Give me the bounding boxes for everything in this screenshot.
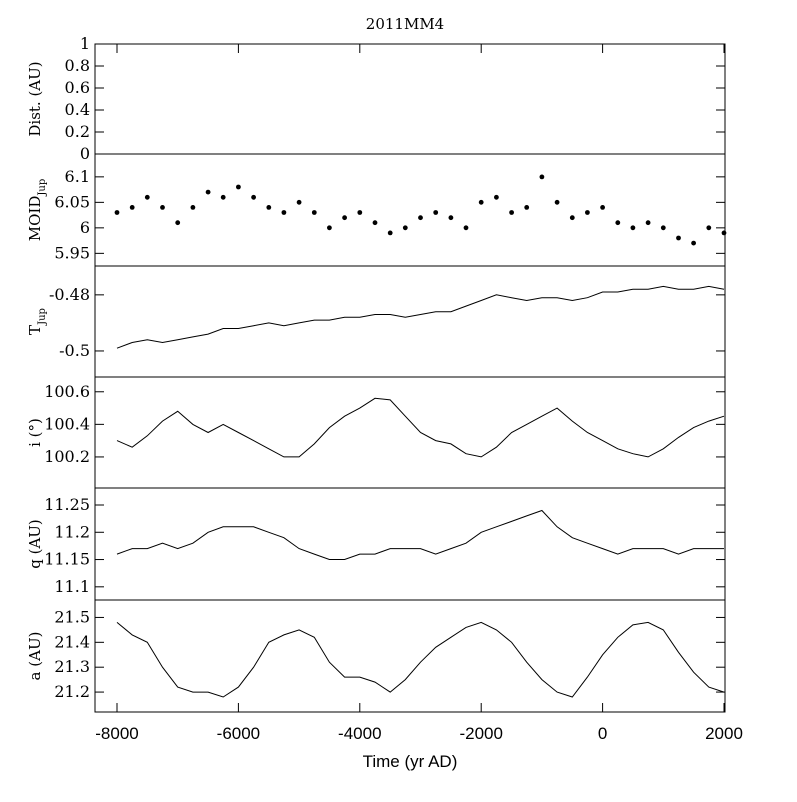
data-point — [372, 220, 378, 226]
y-tick-label: 100.6 — [44, 382, 90, 401]
y-axis-label: Dist. (AU) — [26, 61, 44, 136]
series-line-a — [116, 621, 725, 698]
y-tick-label: 0 — [80, 144, 90, 163]
data-point — [585, 210, 590, 215]
y-tick-label: 1 — [80, 34, 90, 53]
data-point — [418, 215, 423, 221]
data-point — [478, 199, 484, 205]
y-tick-label: -0.48 — [49, 285, 90, 304]
data-point — [676, 235, 681, 241]
data-point — [645, 220, 651, 226]
series-line-inc — [116, 397, 725, 458]
data-point — [524, 205, 530, 210]
y-axis-label: TJup — [26, 308, 48, 335]
data-point — [205, 189, 211, 195]
plot-frame — [94, 43, 726, 713]
data-point — [296, 199, 302, 205]
x-tick-label: 2000 — [705, 724, 743, 743]
data-point — [281, 210, 287, 215]
data-point — [357, 210, 363, 215]
data-point — [539, 174, 545, 180]
data-point — [236, 184, 241, 190]
series-line-tjup — [116, 285, 725, 349]
y-axis-label: i (°) — [26, 418, 44, 447]
chart-title: 2011MM4 — [366, 15, 444, 33]
y-tick-label: 100.4 — [44, 414, 90, 433]
panel-q: 11.1 11.15 11.2 11.25q (AU) — [26, 487, 725, 596]
y-tick-label: 6.05 — [54, 192, 90, 211]
data-point — [251, 194, 256, 200]
y-tick-label: 0.2 — [65, 122, 90, 141]
data-point — [494, 194, 499, 200]
data-point — [342, 215, 347, 221]
data-point — [190, 205, 196, 210]
x-tick-label: -4000 — [338, 724, 381, 743]
y-tick-label: 21.2 — [54, 682, 90, 701]
panels-layer: 0 0.2 0.4 0.6 0.8 1 Dist. (AU) 5.95 6 6.05 6.1 MOID… — [26, 34, 727, 713]
data-point — [433, 210, 439, 215]
y-tick-label: 11.15 — [44, 550, 90, 569]
x-tick-label: -6000 — [217, 724, 260, 743]
x-axis-label: Time (yr AD) — [363, 752, 458, 771]
y-tick-label: 6.1 — [65, 167, 90, 186]
data-point — [721, 230, 727, 236]
panel-dist: 0 0.2 0.4 0.6 0.8 1 Dist. (AU) — [26, 34, 725, 163]
data-point — [630, 225, 636, 231]
y-tick-label: -0.5 — [59, 341, 90, 360]
data-point — [706, 225, 712, 231]
y-tick-label: 100.2 — [44, 447, 90, 466]
data-point — [129, 205, 135, 210]
data-point — [691, 240, 696, 246]
data-point — [600, 205, 605, 210]
data-point — [402, 225, 408, 231]
data-point — [266, 205, 272, 210]
x-tick-label: 0 — [598, 724, 607, 743]
data-point — [615, 220, 621, 226]
y-axis-label: a (AU) — [26, 632, 44, 681]
y-tick-label: 0.6 — [65, 78, 90, 97]
data-point — [311, 210, 317, 215]
data-point — [569, 215, 575, 221]
x-tick-label: -8000 — [95, 724, 138, 743]
y-tick-label: 11.2 — [54, 522, 90, 541]
x-axis: -8000 -6000 -4000 -2000 0 2000 — [95, 44, 743, 743]
y-tick-label: 21.3 — [54, 657, 90, 676]
panel-a: 21.2 21.3 21.4 21.5 a (AU) — [26, 599, 725, 701]
panel-inc: 100.2 100.4 100.6i (°) — [26, 376, 725, 466]
data-point — [509, 210, 514, 215]
data-point — [463, 225, 469, 231]
y-tick-label: 11.1 — [54, 577, 90, 596]
y-tick-label: 5.95 — [54, 243, 90, 262]
y-axis-label: q (AU) — [26, 519, 44, 569]
series-line-q — [116, 509, 724, 560]
data-point — [327, 225, 332, 231]
y-tick-label: 11.25 — [44, 495, 90, 514]
x-tick-label: -2000 — [459, 724, 502, 743]
data-point — [220, 194, 226, 200]
data-point — [387, 230, 393, 236]
data-point — [448, 215, 454, 221]
data-point — [554, 199, 560, 205]
y-tick-label: 21.5 — [54, 607, 90, 626]
y-tick-label: 6 — [80, 218, 90, 237]
y-tick-label: 0.4 — [65, 100, 90, 119]
data-point — [114, 210, 120, 215]
data-point — [175, 220, 181, 226]
y-tick-label: 0.8 — [65, 56, 90, 75]
y-axis-label: MOIDJup — [26, 179, 48, 241]
panel-moid: 5.95 6 6.05 6.1 MOIDJup — [26, 153, 727, 262]
data-point — [160, 205, 165, 210]
data-point — [660, 225, 666, 231]
data-point — [144, 194, 150, 200]
y-tick-label: 21.4 — [54, 632, 90, 651]
